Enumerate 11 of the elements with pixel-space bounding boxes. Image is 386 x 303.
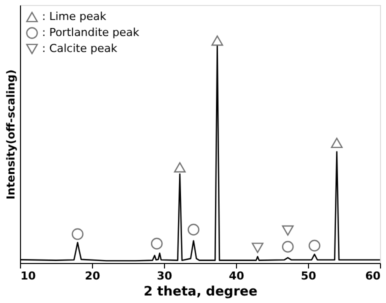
legend-label: : Calcite peak	[42, 42, 118, 55]
x-tick-label: 60	[365, 270, 381, 282]
y-axis-title: Intensity(off-scaling)	[4, 69, 18, 200]
x-axis-title: 2 theta, degree	[144, 284, 258, 300]
legend-label: : Lime peak	[42, 10, 107, 23]
x-tick-label: 50	[300, 270, 316, 282]
x-tick-label: 20	[84, 270, 100, 282]
x-tick-label: 40	[228, 270, 244, 282]
legend-label: : Portlandite peak	[42, 26, 140, 39]
x-tick-label: 30	[156, 270, 172, 282]
x-tick-label: 10	[20, 270, 36, 282]
